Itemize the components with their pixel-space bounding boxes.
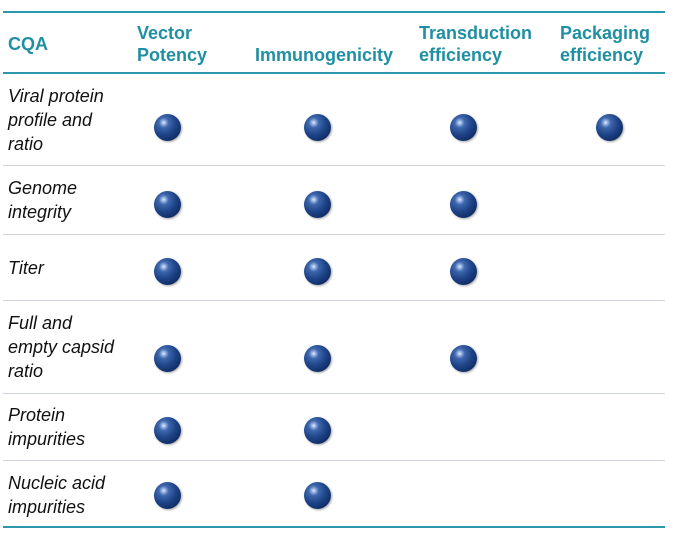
header-packaging-efficiency: Packaging efficiency	[560, 23, 651, 65]
row-label-viral-protein: Viral protein profile and ratio	[8, 86, 104, 154]
mark-dot-icon	[154, 345, 181, 372]
mark-dot-icon	[154, 114, 181, 141]
top-rule	[3, 11, 665, 13]
header-rule	[3, 72, 665, 74]
row-divider	[3, 165, 665, 166]
mark-dot-icon	[304, 258, 331, 285]
header-immunogenicity: Immunogenicity	[255, 45, 394, 65]
row-label-protein-impurities: Protein impurities	[8, 405, 86, 449]
row-label-genome-integrity: Genome integrity	[8, 178, 78, 222]
row-label-titer: Titer	[8, 258, 44, 278]
mark-dot-icon	[154, 191, 181, 218]
mark-dot-icon	[304, 191, 331, 218]
header-vector-potency: Vector Potency	[137, 23, 208, 65]
mark-dot-icon	[304, 482, 331, 509]
row-divider	[3, 234, 665, 235]
header-transduction-efficiency: Transduction efficiency	[419, 23, 533, 65]
row-label-nucleic-acid-impurities: Nucleic acid impurities	[8, 473, 106, 517]
row-divider	[3, 300, 665, 301]
bottom-rule	[3, 526, 665, 528]
row-divider	[3, 460, 665, 461]
mark-dot-icon	[154, 417, 181, 444]
mark-dot-icon	[304, 417, 331, 444]
mark-dot-icon	[596, 114, 623, 141]
mark-dot-icon	[450, 258, 477, 285]
row-divider	[3, 393, 665, 394]
header-cqa: CQA	[8, 34, 48, 54]
mark-dot-icon	[154, 258, 181, 285]
mark-dot-icon	[304, 345, 331, 372]
row-label-full-empty-capsid: Full and empty capsid ratio	[8, 313, 115, 381]
mark-dot-icon	[450, 191, 477, 218]
mark-dot-icon	[304, 114, 331, 141]
mark-dot-icon	[450, 114, 477, 141]
mark-dot-icon	[450, 345, 477, 372]
mark-dot-icon	[154, 482, 181, 509]
